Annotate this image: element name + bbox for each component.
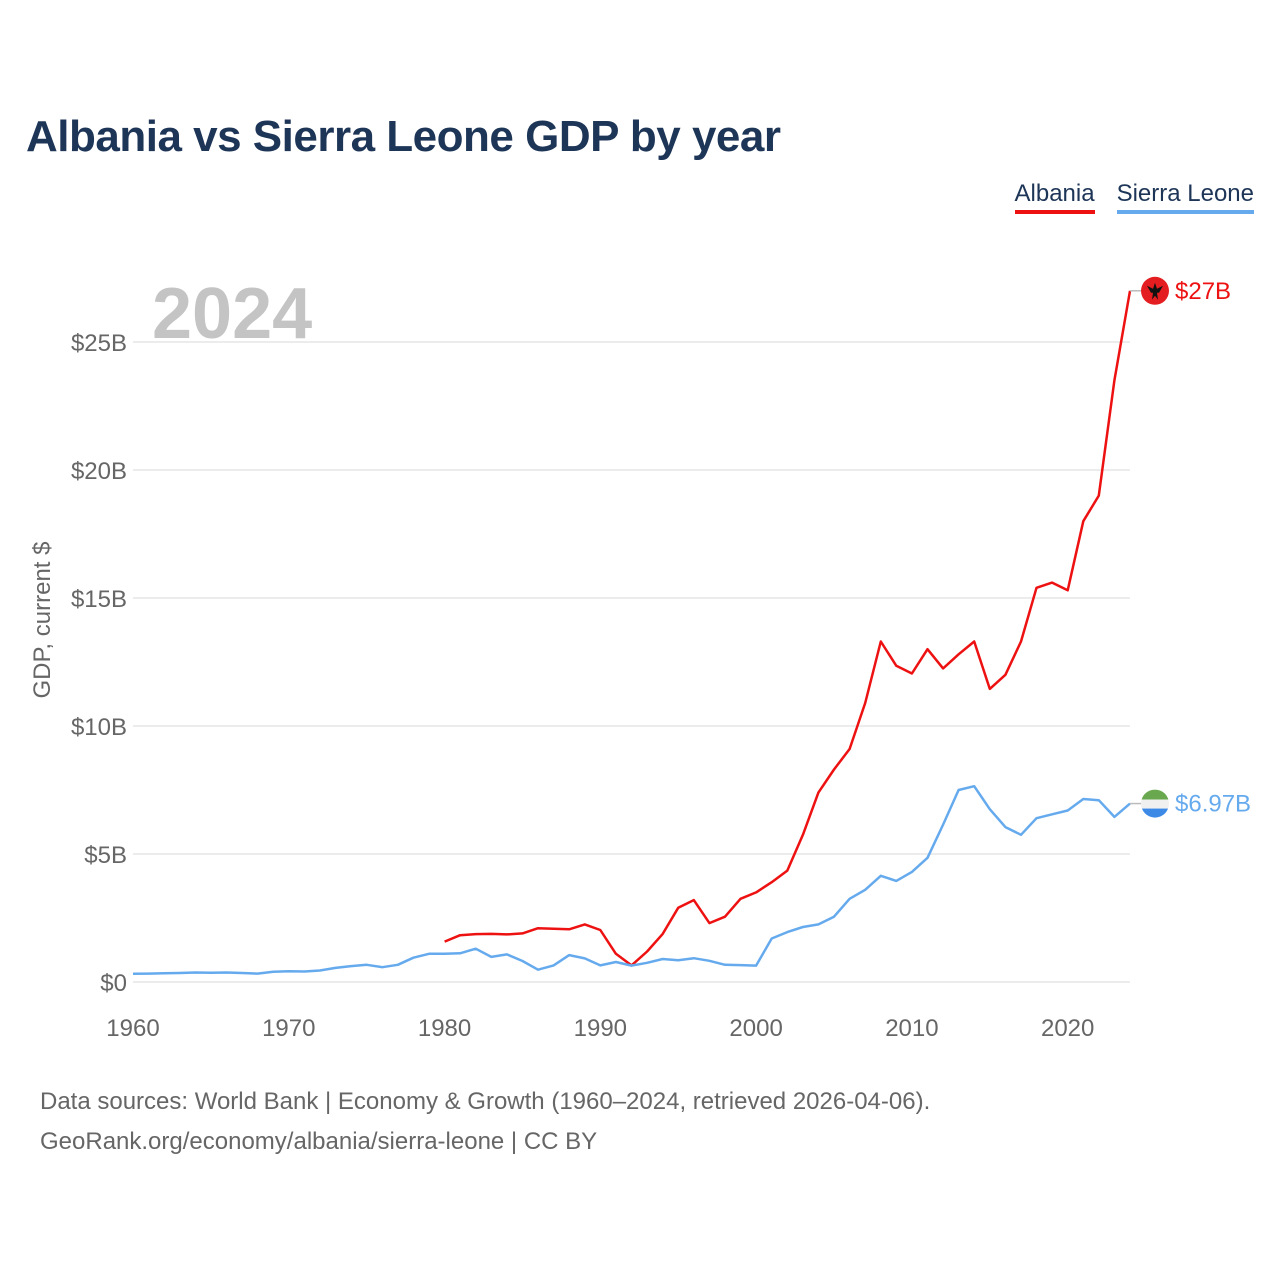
y-tick-label: $0 — [100, 970, 127, 997]
x-tick-label: 1990 — [574, 1015, 627, 1042]
source-note: Data sources: World Bank | Economy & Gro… — [40, 1082, 930, 1162]
x-tick-label: 1960 — [106, 1015, 159, 1042]
y-axis-label: GDP, current $ — [29, 542, 56, 699]
x-tick-label: 1970 — [262, 1015, 315, 1042]
legend-sierra-leone[interactable]: Sierra Leone — [1116, 180, 1254, 214]
x-tick-label: 2020 — [1041, 1015, 1094, 1042]
grid: $0 $5B $10B $15B $20B $25B 1960 1970 1980 1990 200… — [71, 330, 1130, 1042]
y-tick-label: $5B — [84, 842, 127, 869]
x-tick-label: 2010 — [885, 1015, 938, 1042]
albania-flag-icon — [1141, 276, 1169, 305]
source-line-1: Data sources: World Bank | Economy & Gro… — [40, 1088, 931, 1115]
series-line-sierra-leone[interactable] — [132, 784, 1131, 976]
sierra-leone-flag-icon — [1141, 789, 1169, 818]
x-tick-label: 2000 — [729, 1015, 782, 1042]
y-tick-label: $25B — [71, 330, 127, 357]
chart-title: Albania vs Sierra Leone GDP by year — [26, 112, 781, 161]
source-line-2[interactable]: GeoRank.org/economy/albania/sierra-leone… — [40, 1128, 598, 1155]
end-label-sierra-leone: $6.97B — [1175, 791, 1251, 818]
y-tick-label: $15B — [71, 586, 127, 613]
x-tick-label: 1980 — [418, 1015, 471, 1042]
y-tick-label: $20B — [71, 458, 127, 485]
year-watermark: 2024 — [152, 274, 312, 354]
series-line-albania[interactable] — [444, 290, 1132, 967]
legend-albania[interactable]: Albania — [1014, 180, 1095, 214]
legend: Albania Sierra Leone — [1014, 180, 1254, 214]
end-label-albania: $27B — [1175, 278, 1231, 305]
y-tick-label: $10B — [71, 714, 127, 741]
end-labels: $27B $6.97B — [1130, 276, 1251, 818]
series — [132, 290, 1132, 976]
